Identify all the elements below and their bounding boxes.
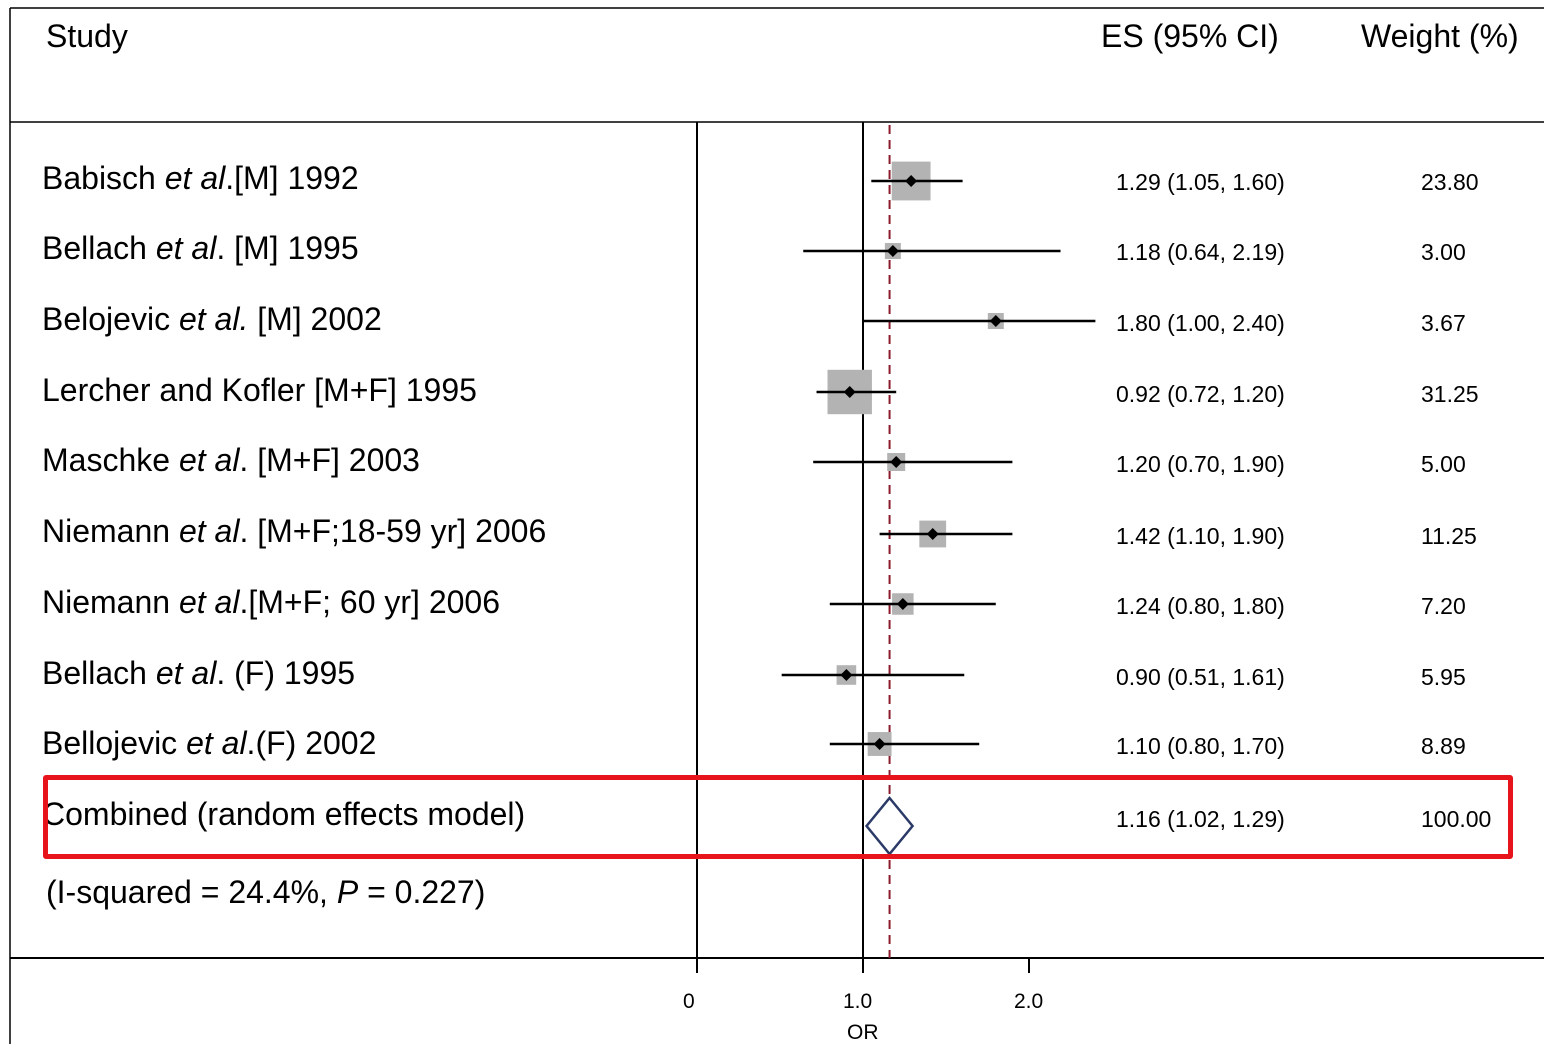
study-label: Maschke et al. [M+F] 2003 [42,442,420,478]
combined-label: Combined (random effects model) [42,796,526,832]
heterogeneity-stat: (I-squared = 24.4%, P = 0.227) [46,874,486,910]
point-estimate [840,669,853,681]
combined-weight: 100.00 [1421,806,1492,832]
study-label: Belojevic et al. [M] 2002 [42,301,382,337]
x-axis-label: OR [847,1021,879,1044]
study-es: 1.18 (0.64, 2.19) [1116,239,1285,265]
study-weight: 23.80 [1421,169,1479,195]
plot-area [696,122,1096,973]
point-estimate [905,175,918,187]
combined-highlight-box [43,775,1513,859]
study-label: Bellach et al. [M] 1995 [42,230,359,266]
study-weight: 31.25 [1421,381,1479,407]
study-label: Bellach et al. (F) 1995 [42,655,356,691]
x-tick-label: 0 [683,990,695,1013]
study-label: Babisch et al.[M] 1992 [42,160,359,196]
study-es: 1.24 (0.80, 1.80) [1116,593,1285,619]
study-es: 0.92 (0.72, 1.20) [1116,381,1285,407]
study-label: Niemann et al. [M+F;18-59 yr] 2006 [42,513,547,549]
study-es: 1.29 (1.05, 1.60) [1116,169,1285,195]
study-column-header: Study [46,18,128,54]
point-estimate [896,598,909,610]
study-es: 1.10 (0.80, 1.70) [1116,733,1285,759]
combined-es: 1.16 (1.02, 1.29) [1116,806,1285,832]
point-estimate [873,738,886,750]
study-label: Niemann et al.[M+F; 60 yr] 2006 [42,584,500,620]
es-column-header: ES (95% CI) [1101,18,1279,54]
study-weight: 11.25 [1421,523,1477,549]
x-tick-label: 2.0 [1014,990,1044,1013]
point-estimate [843,386,856,398]
study-es: 0.90 (0.51, 1.61) [1116,664,1285,690]
study-weight: 8.89 [1421,733,1466,759]
study-label: Lercher and Kofler [M+F] 1995 [42,372,477,408]
study-weight: 7.20 [1421,593,1466,619]
study-weight: 3.00 [1421,239,1466,265]
study-es: 1.42 (1.10, 1.90) [1116,523,1285,549]
study-weight: 3.67 [1421,310,1466,336]
x-tick-label: 1.0 [843,990,873,1013]
weight-column-header: Weight (%) [1361,18,1519,54]
point-estimate [886,245,899,257]
study-label: Bellojevic et al.(F) 2002 [42,725,377,761]
point-estimate [926,528,939,540]
study-weight: 5.95 [1421,664,1466,690]
point-estimate [890,456,903,468]
point-estimate [989,315,1002,327]
study-es: 1.80 (1.00, 2.40) [1116,310,1285,336]
study-weight: 5.00 [1421,451,1466,477]
study-es: 1.20 (0.70, 1.90) [1116,451,1285,477]
